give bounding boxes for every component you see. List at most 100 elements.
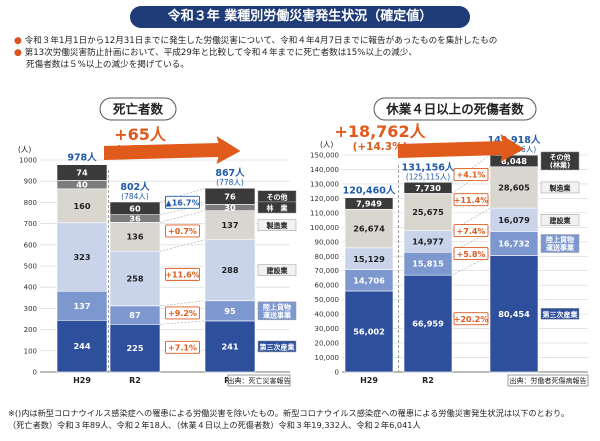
change-badge-1-2: +7.4% [457,227,486,236]
y-tick-label-1-1: 10,000 [315,354,340,362]
bar-total-sub-label-1-1: (125,115人) [406,172,450,181]
bar-segment-1-0-3 [344,208,394,249]
change-badge-0-4: ▲16.7% [166,198,200,207]
legend-label-1-2: 建設業 [550,216,572,225]
source-box-0 [227,374,291,387]
bar-total-label-1-0: 120,460人 [343,185,396,197]
bar-value-label-0-0-2: 323 [73,252,90,262]
bar-value-label-1-1-0: 66,959 [412,319,444,329]
bar-value-label-1-1-3: 25,675 [412,207,444,217]
legend-label-0-2: 建設業 [267,266,289,275]
x-tick-label-0-0: H29 [73,376,91,385]
connector-line-0-2 [159,239,206,252]
bar-value-label-0-1-0: 225 [126,343,143,353]
big-change-pct-label-1: (+14.3%) [353,141,408,153]
bar-value-label-1-0-2: 15,129 [353,254,385,264]
big-change-pct-label-0: (+8.1%) [116,144,164,156]
chart-title-box-0 [99,97,177,121]
bar-value-label-1-0-4: 7,949 [356,198,382,208]
y-tick-label-1-5: 50,000 [315,296,340,304]
y-tick-label-1-4: 40,000 [315,311,340,319]
bar-value-label-0-0-1: 137 [73,301,90,311]
change-badge-box-0-0 [165,340,200,354]
chart-title-box-1 [373,97,537,121]
y-tick-label-1-3: 30,000 [315,325,340,333]
bar-value-label-0-2-2: 288 [221,265,238,275]
x-tick-label-0-1: R2 [129,376,141,385]
change-badge-box-0-2 [165,267,200,281]
bar-value-label-1-2-2: 16,079 [498,215,530,225]
y-tick-label-1-12: 120,000 [310,195,339,203]
bar-segment-0-0-0 [56,319,108,373]
bar-total-label-1-1: 131,156人 [402,161,455,173]
y-tick-label-1-14: 140,000 [310,166,339,174]
change-badge-box-1-4 [453,167,489,181]
bar-value-label-0-2-0: 241 [221,341,238,351]
change-badge-0-2: +11.6% [165,271,199,280]
bar-value-label-0-0-0: 244 [73,341,90,351]
y-tick-label-1-11: 110,000 [310,209,339,217]
change-badge-box-0-3 [165,224,200,238]
bar-value-label-1-2-1: 16,732 [498,239,530,249]
change-badge-box-1-0 [453,312,489,326]
bar-value-label-0-0-4: 40 [76,180,88,190]
change-badge-box-1-2 [453,224,489,238]
y-tick-label-1-7: 70,000 [315,267,340,275]
bar-segment-0-1-3 [109,222,161,252]
bar-value-label-1-0-0: 56,002 [353,326,385,336]
bar-value-label-0-0-5: 74 [76,168,88,178]
bar-value-label-0-2-5: 76 [224,191,236,201]
legend-label-0-4: 林 業 [267,203,289,212]
bar-segment-1-2-0 [489,255,539,373]
bar-value-label-0-2-3: 137 [221,220,238,230]
y-tick-label-0-3: 300 [24,305,37,313]
y-tick-label-0-2: 200 [24,326,37,334]
change-badge-1-4: +4.1% [457,171,486,180]
bar-value-label-0-1-3: 136 [126,232,143,242]
legend-label-0-3: 製造業 [266,221,289,230]
y-tick-label-1-2: 20,000 [315,340,340,348]
change-badge-box-0-1 [165,306,200,320]
bar-value-label-0-1-1: 87 [129,310,141,320]
bar-segment-1-2-1 [489,231,539,256]
y-tick-label-1-0: 0 [335,369,339,377]
y-tick-label-0-8: 800 [24,199,37,207]
bar-value-label-0-2-4: 30 [224,202,236,212]
y-tick-label-1-8: 80,000 [315,253,340,261]
y-tick-label-0-1: 100 [24,347,37,355]
bar-value-label-1-0-3: 26,674 [353,224,385,234]
legend-label-1-4: その他(林業) [550,152,571,169]
bar-value-label-1-1-1: 15,815 [412,259,444,269]
page-title: 令和３年 業種別労働災害発生状況（確定値） [130,6,470,28]
legend-box-1-4 [540,151,580,171]
note-2: ● 第13次労働災害防止計画において、平成29年と比較して令和４年までに死亡者数… [14,47,417,59]
bar-value-label-1-0-1: 14,706 [353,275,385,285]
legend-box-1-2 [540,214,580,226]
note-1: ● 令和３年1月1日から12月31日までに発生した労働災害について、令和４年4月… [14,35,497,47]
legend-box-0-3 [257,219,297,231]
bar-value-label-0-2-1: 95 [224,306,236,316]
bar-total-label-0-1: 802人 [120,181,150,193]
change-badge-1-1: +5.8% [457,250,486,259]
bar-value-label-0-1-2: 258 [126,274,143,284]
legend-label-1-3: 製造業 [549,183,572,192]
change-badge-0-1: +9.2% [168,309,197,318]
bar-value-label-0-1-4: 36 [129,214,141,224]
legend-box-0-1 [257,301,297,321]
y-tick-label-0-0: 0 [33,369,37,377]
bar-segment-0-0-3 [56,188,108,224]
y-unit-label-1: (人) [320,140,333,149]
bullet-icon: ● [14,48,22,58]
change-badge-box-1-3 [453,193,489,207]
big-change-label-0: +65人 [114,125,167,144]
legend-box-0-5 [257,190,297,203]
bar-segment-0-0-2 [56,222,108,292]
change-arrow-0 [104,136,241,164]
y-tick-label-1-6: 60,000 [315,282,340,290]
chart-title-0: 死亡者数 [112,102,164,117]
bar-segment-0-1-5 [109,201,161,215]
bar-value-label-0-0-3: 160 [73,201,90,211]
bullet-icon: ● [14,36,22,46]
bar-segment-0-2-5 [204,187,256,205]
